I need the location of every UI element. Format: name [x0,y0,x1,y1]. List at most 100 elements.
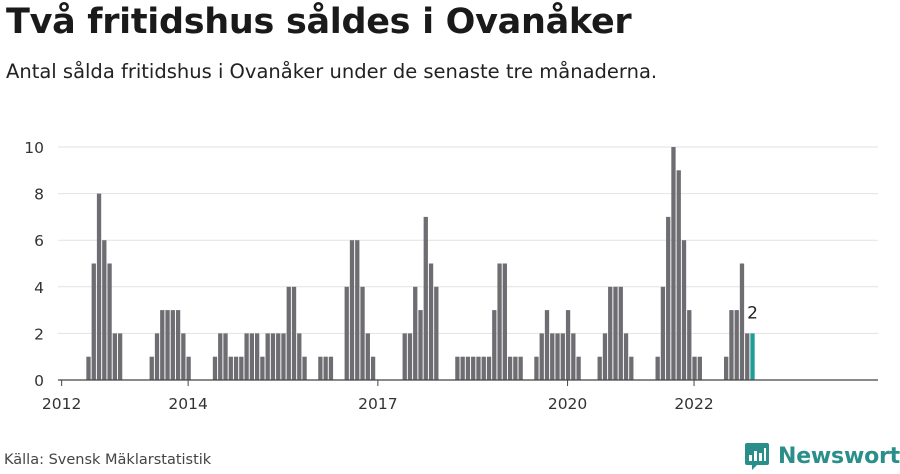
bar [218,333,223,380]
bar [518,356,523,380]
bar [297,333,302,380]
bar [745,333,750,380]
bar [181,333,186,380]
bar [291,286,297,380]
chart-title: Två fritidshus såldes i Ovanåker [6,2,632,42]
bar [323,356,328,380]
bar [265,333,270,380]
bar [671,147,676,380]
y-tick-label: 10 [24,139,44,157]
bar [270,333,276,380]
bar [428,263,434,380]
x-tick-label: 2020 [548,395,587,413]
y-tick-label: 4 [34,279,44,297]
bar [660,286,666,380]
x-tick-label: 2017 [358,395,397,413]
value-annotation: 2 [747,303,758,323]
x-tick-label: 2022 [674,395,713,413]
bar [228,356,233,380]
bar [486,356,492,380]
bar [212,356,218,380]
bar [413,286,418,380]
bar [223,333,228,380]
bar [328,356,334,380]
bar [233,356,239,380]
bar [175,310,181,380]
bar [107,263,112,380]
bar [281,333,286,380]
bar [729,310,734,380]
bar [623,333,629,380]
bar [318,356,323,380]
bar [160,310,165,380]
bar [455,356,460,380]
bar [471,356,476,380]
bar [629,356,634,380]
brand-name: Newsworthy [778,443,900,469]
y-tick-label: 6 [34,232,44,250]
bar [91,263,96,380]
bar [697,356,702,380]
bar [666,216,671,380]
bar [618,286,623,380]
bar [260,356,265,380]
bar [423,216,428,380]
bar [608,286,613,380]
bar [349,240,355,380]
bar [96,193,102,380]
bar [565,310,571,380]
bar [539,333,544,380]
bar [550,333,555,380]
bar [355,240,360,380]
bar [602,333,608,380]
bar [254,333,260,380]
bar [597,356,602,380]
bar [418,310,423,380]
bar [360,286,365,380]
bar [465,356,471,380]
bar [571,333,576,380]
bar [244,333,249,380]
bar [249,333,255,380]
bar [544,310,550,380]
bar [692,356,697,380]
bar [507,356,513,380]
source-note: Källa: Svensk Mäklarstatistik [4,452,212,468]
bar [502,263,507,380]
bar [117,333,123,380]
bar [276,333,281,380]
bar [676,170,681,380]
bar [681,240,687,380]
bar [286,286,291,380]
bar [407,333,413,380]
bar [513,356,518,380]
bar [434,286,439,380]
bar [239,356,244,380]
bar [165,310,170,380]
bar [560,333,565,380]
bar [687,310,692,380]
x-tick-label: 2014 [168,395,207,413]
bar [344,286,349,380]
bar [86,356,91,380]
y-tick-label: 2 [34,325,44,343]
bar [302,356,307,380]
bar [734,310,739,380]
bar [555,333,560,380]
bar [186,356,191,380]
newsworthy-logo: Newsworthy [744,440,900,472]
bar [576,356,581,380]
y-tick-label: 8 [34,186,44,204]
bar [534,356,539,380]
bar [481,356,486,380]
y-tick-label: 0 [34,372,44,390]
bar [154,333,160,380]
bar [112,333,117,380]
chart-subtitle: Antal sålda fritidshus i Ovanåker under … [6,60,658,83]
bar [402,333,407,380]
bar [750,333,755,380]
bar [370,356,376,380]
bar [613,286,618,380]
bar [476,356,481,380]
